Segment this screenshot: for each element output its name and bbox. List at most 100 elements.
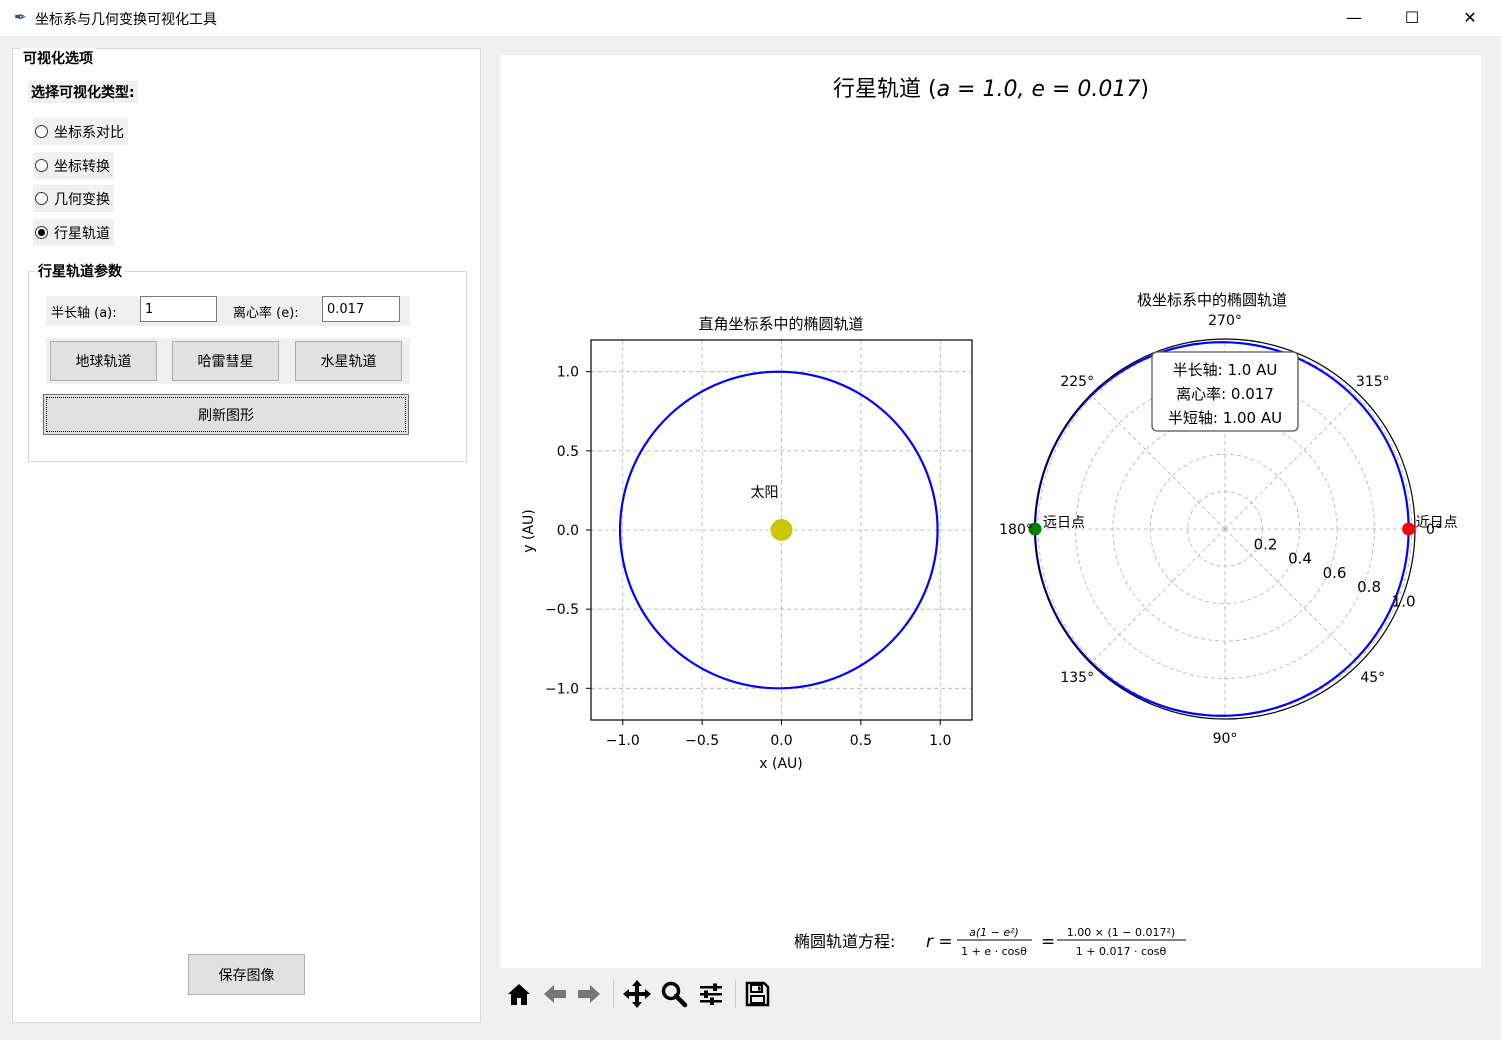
radio-label: 坐标转换 — [54, 158, 110, 175]
angle-tick-label: 315° — [1356, 374, 1390, 390]
polar-grid-circle — [1149, 453, 1301, 605]
x-tick-label: −1.0 — [606, 733, 640, 749]
perihelion-label: 近日点 — [1416, 515, 1458, 531]
polar-grid-spoke — [1224, 394, 1360, 530]
home-button[interactable] — [503, 978, 535, 1010]
type-label: 选择可视化类型: — [28, 81, 138, 103]
title-bar: ✒ 坐标系与几何变换可视化工具 — ☐ ✕ — [0, 0, 1501, 36]
eccentricity-input[interactable] — [322, 296, 400, 322]
radio-circle[interactable] — [35, 125, 48, 138]
toolbar-separator — [735, 980, 736, 1008]
semi-major-input[interactable] — [140, 296, 217, 322]
radio-geometric-transform[interactable]: 几何变换 — [33, 185, 114, 212]
pan-button[interactable] — [621, 978, 653, 1010]
radio-label: 行星轨道 — [54, 225, 110, 242]
figure-canvas[interactable]: 行星轨道 (a = 1.0, e = 0.017) 直角坐标系中的椭圆轨道 太阳… — [500, 55, 1481, 968]
radio-planet-orbit[interactable]: 行星轨道 — [33, 219, 114, 246]
polar-grid-spoke — [1090, 528, 1226, 664]
mercury-orbit-button[interactable]: 水星轨道 — [295, 341, 402, 381]
close-button[interactable]: ✕ — [1463, 8, 1477, 27]
sun-label: 太阳 — [751, 485, 779, 501]
info-semi-minor: 半短轴: 1.00 AU — [1168, 409, 1282, 427]
equation-label: 椭圆轨道方程: — [794, 932, 895, 951]
angle-tick-label: 225° — [1060, 374, 1094, 390]
info-box: 半长轴: 1.0 AU 离心率: 0.017 半短轴: 1.00 AU — [1151, 351, 1299, 432]
info-eccentricity: 离心率: 0.017 — [1176, 385, 1274, 403]
equation-equals: = — [1041, 932, 1055, 952]
y-tick-label: 1.0 — [557, 365, 579, 381]
info-box-frame — [1151, 351, 1299, 432]
aphelion-label: 远日点 — [1043, 515, 1085, 531]
save-figure-button[interactable] — [741, 978, 773, 1010]
radio-circle[interactable] — [35, 192, 48, 205]
equation-denominator-2: 1 + 0.017 · cosθ — [1076, 945, 1167, 958]
angle-tick-label: 45° — [1360, 670, 1385, 686]
y-axis-label: y (AU) — [521, 509, 537, 552]
toolbar-separator — [613, 980, 614, 1008]
y-tick-label: 0.5 — [557, 444, 579, 460]
forward-icon — [578, 985, 600, 1003]
angle-tick-label: 180° — [999, 522, 1033, 538]
maximize-button[interactable]: ☐ — [1404, 8, 1420, 27]
orbit-params-title: 行星轨道参数 — [35, 261, 125, 281]
cartesian-title: 直角坐标系中的椭圆轨道 — [698, 315, 863, 333]
angle-tick-label: 0° — [1426, 522, 1442, 538]
radial-tick-label: 0.8 — [1357, 578, 1381, 596]
polar-subplot: 极坐标系中的椭圆轨道 近日点 远日点 0° 45° 90° 135° 180° … — [999, 291, 1458, 747]
options-section-title: 可视化选项 — [20, 48, 96, 68]
radio-circle-checked[interactable] — [35, 226, 48, 239]
cartesian-orbit-line — [618, 370, 939, 690]
equation-numerator-2: 1.00 × (1 − 0.017²) — [1067, 926, 1175, 939]
halley-comet-button[interactable]: 哈雷彗星 — [172, 341, 279, 381]
radio-circle[interactable] — [35, 159, 48, 172]
save-icon — [745, 981, 770, 1007]
minimize-button[interactable]: — — [1346, 8, 1362, 27]
radio-coordinate-compare[interactable]: 坐标系对比 — [33, 118, 128, 145]
polar-angle-labels: 0° 45° 90° 135° 180° 225° 270° 315° — [999, 313, 1442, 747]
cartesian-ticks: −1.0 −0.5 0.0 0.5 1.0 1.0 0.5 0.0 −0.5 −… — [545, 365, 951, 749]
x-tick-label: 0.5 — [850, 733, 872, 749]
radio-coordinate-convert[interactable]: 坐标转换 — [33, 152, 114, 179]
zoom-icon — [661, 981, 688, 1008]
forward-button[interactable] — [573, 978, 605, 1010]
radial-tick-label: 0.2 — [1254, 535, 1278, 553]
y-tick-label: 0.0 — [557, 523, 579, 539]
x-tick-label: 1.0 — [929, 733, 951, 749]
cartesian-subplot: 直角坐标系中的椭圆轨道 太阳 −1.0 −0.5 0.0 0.5 1.0 1.0… — [521, 315, 973, 772]
earth-orbit-button[interactable]: 地球轨道 — [50, 341, 157, 381]
zoom-button[interactable] — [658, 978, 690, 1010]
configure-button[interactable] — [695, 978, 727, 1010]
semi-major-label: 半长轴 (a): — [51, 306, 117, 321]
radial-tick-label: 0.4 — [1288, 550, 1312, 568]
orbit-equation: 椭圆轨道方程: r = a(1 − e²) 1 + e · cosθ = 1.0… — [794, 926, 1186, 958]
aphelion-marker — [1028, 522, 1042, 536]
x-tick-label: 0.0 — [770, 733, 792, 749]
save-image-button[interactable]: 保存图像 — [188, 954, 305, 995]
radial-tick-label: 0.6 — [1323, 564, 1347, 582]
matplotlib-toolbar — [500, 970, 1481, 1018]
equation-lhs: r = — [926, 932, 953, 952]
eccentricity-label: 离心率 (e): — [233, 306, 299, 321]
x-tick-label: −0.5 — [685, 733, 719, 749]
back-button[interactable] — [539, 978, 571, 1010]
polar-radial-labels: 0.2 0.4 0.6 0.8 1.0 — [1254, 535, 1416, 610]
feather-icon: ✒ — [14, 8, 27, 26]
info-semi-major: 半长轴: 1.0 AU — [1173, 361, 1278, 379]
equation-numerator-1: a(1 − e²) — [969, 926, 1019, 939]
cartesian-axes-frame — [590, 339, 973, 721]
x-axis-label: x (AU) — [759, 756, 802, 772]
equation-denominator-1: 1 + e · cosθ — [961, 945, 1027, 958]
angle-tick-label: 90° — [1213, 731, 1238, 747]
radio-label: 坐标系对比 — [54, 124, 124, 141]
polar-grid-spoke — [1224, 528, 1360, 664]
back-icon — [544, 985, 566, 1003]
figure-suptitle: 行星轨道 (a = 1.0, e = 0.017) — [833, 77, 1149, 102]
radio-label: 几何变换 — [54, 191, 110, 208]
window-title: 坐标系与几何变换可视化工具 — [35, 12, 217, 28]
perihelion-marker — [1402, 522, 1416, 536]
orbit-params-group — [28, 271, 467, 462]
polar-grid-spoke — [1090, 394, 1226, 530]
configure-icon — [700, 983, 722, 1005]
refresh-button[interactable]: 刷新图形 — [43, 394, 409, 435]
home-icon — [508, 984, 530, 1005]
